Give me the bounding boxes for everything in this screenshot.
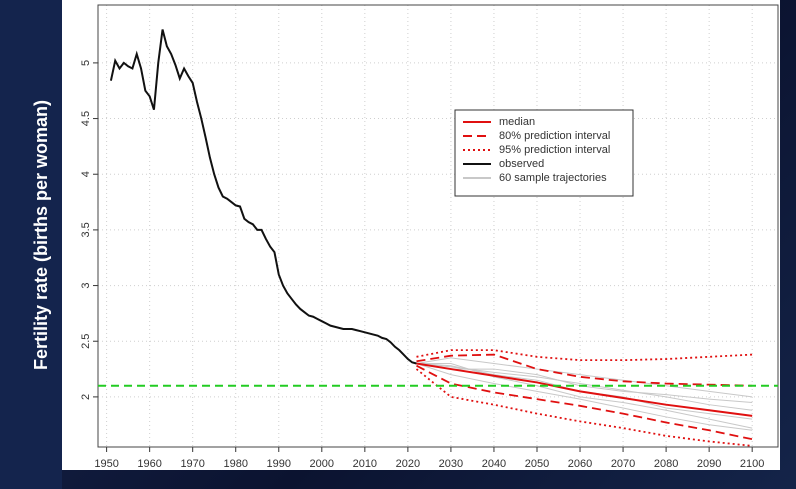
plot-frame: [97, 4, 779, 448]
x-tick-label: 1960: [137, 458, 161, 470]
y-axis-label: Fertility rate (births per woman): [31, 100, 51, 370]
x-tick-label: 2080: [654, 458, 678, 470]
x-tick-label: 1950: [94, 458, 118, 470]
y-tick-label: 4.5: [80, 111, 92, 126]
x-tick-label: 2020: [396, 458, 420, 470]
legend-box: [454, 109, 634, 197]
x-tick-label: 1970: [180, 458, 204, 470]
interval-lower: [416, 364, 753, 441]
interval-lower: [415, 368, 753, 447]
x-tick-label: 2100: [740, 458, 764, 470]
x-tick-label: 2050: [525, 458, 549, 470]
y-tick-label: 2: [80, 394, 92, 400]
x-tick-label: 2040: [482, 458, 506, 470]
side-panel: [0, 0, 62, 489]
x-tick-label: 2000: [310, 458, 334, 470]
legend-label: median: [499, 116, 535, 128]
x-tick-label: 2090: [697, 458, 721, 470]
y-tick-label: 3: [80, 283, 92, 289]
legend-label: 60 sample trajectories: [499, 172, 607, 184]
x-tick-label: 2010: [353, 458, 377, 470]
sample-trajectory: [416, 362, 753, 429]
series-line: [416, 362, 753, 417]
x-tick-label: 2030: [439, 458, 463, 470]
legend-label: observed: [499, 158, 544, 170]
x-tick-label: 1980: [223, 458, 247, 470]
legend-label: 80% prediction interval: [499, 130, 610, 142]
sample-trajectory: [416, 357, 753, 398]
y-tick-label: 2.5: [80, 334, 92, 349]
sample-trajectory: [416, 363, 753, 411]
interval-upper: [416, 353, 753, 387]
series-line: [109, 29, 417, 365]
y-tick-label: 3.5: [80, 222, 92, 237]
x-tick-label: 2070: [611, 458, 635, 470]
y-tick-label: 5: [80, 60, 92, 66]
x-tick-label: 2060: [568, 458, 592, 470]
sample-trajectory: [416, 363, 753, 431]
y-tick-label: 4: [80, 171, 92, 177]
plot-background: [62, 0, 780, 470]
legend-label: 95% prediction interval: [499, 144, 610, 156]
x-tick-label: 1990: [267, 458, 291, 470]
